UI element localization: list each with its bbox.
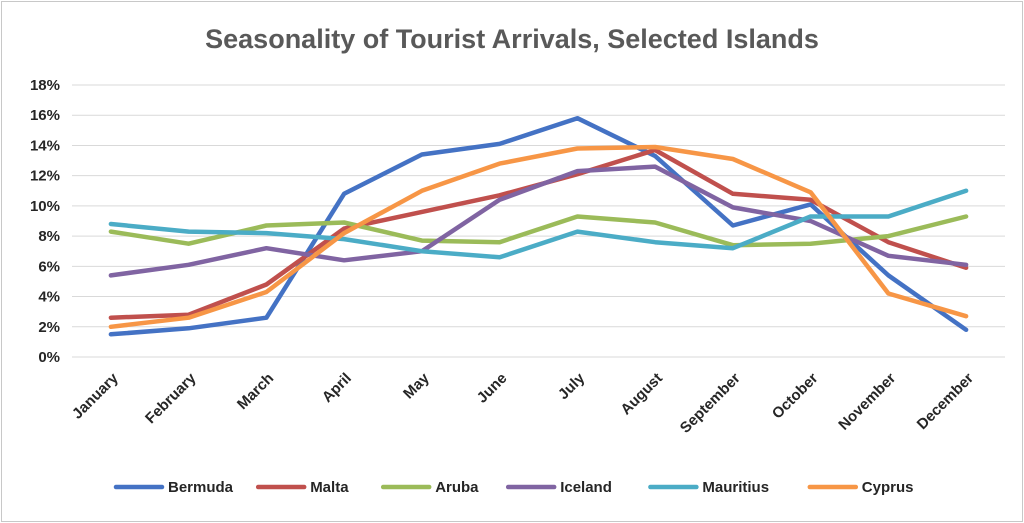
x-tick-label: February (142, 369, 200, 427)
x-tick-label: August (617, 370, 666, 419)
x-tick-label: July (555, 369, 589, 403)
series-line-iceland (108, 164, 969, 278)
chart-title: Seasonality of Tourist Arrivals, Selecte… (205, 24, 819, 54)
y-tick-label: 14% (30, 137, 60, 154)
y-axis-ticks: 0% 2% 4% 6% 8% 10% 12% 14% 16% 18% (30, 77, 60, 366)
x-tick-label: September (677, 370, 744, 437)
x-tick-label: October (769, 370, 822, 423)
series-line-aruba (108, 214, 969, 248)
series-line-cyprus (108, 144, 969, 330)
y-tick-label: 4% (38, 289, 60, 306)
legend-label-malta: Malta (310, 479, 349, 496)
y-tick-label: 8% (38, 228, 60, 245)
x-tick-label: April (319, 370, 355, 406)
x-tick-label: May (400, 369, 433, 402)
legend-label-bermuda: Bermuda (168, 479, 234, 496)
x-tick-label: December (914, 370, 977, 433)
y-tick-label: 2% (38, 319, 60, 336)
series-line-mauritius (108, 188, 969, 260)
y-tick-label: 12% (30, 168, 60, 185)
x-axis-ticks: January February March April May June July Augu… (69, 369, 977, 436)
legend: Bermuda Malta Aruba Iceland Mauritius Cyprus (113, 479, 914, 496)
y-tick-label: 10% (30, 198, 60, 215)
y-tick-label: 18% (30, 77, 60, 94)
x-tick-label: November (835, 370, 899, 434)
y-tick-label: 0% (38, 349, 60, 366)
legend-label-cyprus: Cyprus (862, 479, 914, 496)
legend-label-iceland: Iceland (560, 479, 612, 496)
x-tick-label: March (234, 370, 277, 413)
x-tick-label: June (474, 370, 511, 407)
legend-label-aruba: Aruba (435, 479, 479, 496)
y-tick-label: 6% (38, 258, 60, 275)
y-tick-label: 16% (30, 107, 60, 124)
legend-label-mauritius: Mauritius (702, 479, 769, 496)
gridlines (72, 84, 1005, 358)
series-lines (108, 115, 969, 337)
x-tick-label: January (69, 369, 122, 422)
